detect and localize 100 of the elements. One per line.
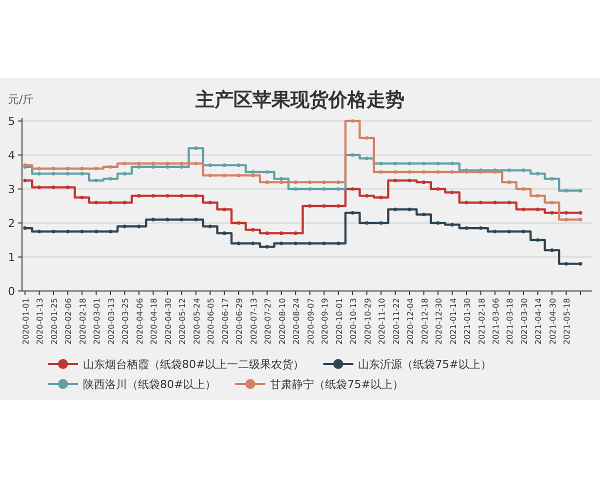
point <box>80 196 84 200</box>
point <box>478 200 483 204</box>
point <box>37 166 42 170</box>
point <box>108 200 112 204</box>
point <box>80 172 84 176</box>
point <box>450 170 454 174</box>
point <box>308 242 312 246</box>
point <box>294 231 298 235</box>
point <box>180 165 184 169</box>
point <box>550 211 554 215</box>
point <box>379 162 383 166</box>
y-tick-label: 4 <box>8 149 15 162</box>
x-tick-label: 2021-03-30 <box>520 298 529 344</box>
point <box>208 163 212 167</box>
legend-label: 山东沂源（纸袋75#以上） <box>358 358 492 371</box>
point <box>536 208 540 212</box>
x-tick-label: 2021-01-14 <box>448 298 458 344</box>
y-tick-label: 5 <box>8 115 15 128</box>
point <box>52 172 56 176</box>
point <box>151 162 155 166</box>
point <box>507 168 512 172</box>
point <box>180 162 184 166</box>
point <box>265 245 269 249</box>
x-tick-label: 2020-12-18 <box>420 298 430 344</box>
x-tick-label: 2020-03-25 <box>121 298 130 344</box>
x-tick-label: 2020-03-01 <box>92 298 102 344</box>
point <box>208 200 212 204</box>
point <box>280 242 284 246</box>
point <box>194 146 198 150</box>
y-tick-label: 1 <box>8 251 15 264</box>
point <box>94 200 98 204</box>
point <box>564 188 568 192</box>
x-tick-label: 2020-01-25 <box>50 298 59 344</box>
x-tick-label: 2020-10-29 <box>363 298 372 344</box>
point <box>322 180 326 184</box>
point <box>166 165 170 169</box>
legend-label: 甘肃静宁（纸袋75#以上） <box>270 378 404 391</box>
x-tick-label: 2020-08-24 <box>292 298 302 344</box>
x-tick-label: 2021-02-18 <box>477 298 486 344</box>
x-tick-label: 2021-04-14 <box>534 298 544 344</box>
point <box>37 186 42 190</box>
legend-label: 陕西洛川（纸袋80#以上） <box>83 378 216 391</box>
point <box>222 208 226 212</box>
point <box>308 204 312 208</box>
point <box>578 188 582 192</box>
point <box>422 162 426 166</box>
point <box>151 218 155 222</box>
point <box>578 218 582 222</box>
point <box>422 170 426 174</box>
point <box>394 178 398 182</box>
x-tick-label: 2020-06-29 <box>235 298 244 344</box>
point <box>108 165 112 169</box>
point <box>265 231 269 235</box>
point <box>66 230 70 234</box>
x-tick-label: 2020-10-13 <box>349 298 358 344</box>
point <box>236 221 240 225</box>
point <box>564 262 568 266</box>
point <box>208 174 212 178</box>
y-tick-label: 3 <box>8 183 15 196</box>
point <box>464 226 468 230</box>
point <box>408 208 412 212</box>
point <box>436 221 440 225</box>
point <box>151 165 155 169</box>
point <box>194 218 198 222</box>
point <box>564 218 568 222</box>
point <box>493 230 497 234</box>
x-tick-label: 2020-04-30 <box>164 298 173 344</box>
point <box>379 196 383 200</box>
x-tick-label: 2020-04-18 <box>150 298 159 344</box>
x-tick-label: 2021-03-18 <box>506 298 515 344</box>
point <box>522 208 526 212</box>
point <box>222 163 226 167</box>
point <box>122 162 126 166</box>
point <box>23 226 27 230</box>
point <box>493 200 497 204</box>
point <box>66 186 70 190</box>
point <box>294 242 298 246</box>
x-tick-label: 2020-04-06 <box>135 298 144 344</box>
point <box>108 230 112 234</box>
point <box>294 187 298 191</box>
point <box>550 177 554 181</box>
x-tick-label: 2020-07-27 <box>264 298 273 344</box>
point <box>80 166 84 170</box>
point <box>564 211 568 215</box>
point <box>350 211 354 215</box>
point <box>294 180 298 184</box>
point <box>322 242 326 246</box>
point <box>336 242 340 246</box>
x-tick-label: 2020-03-13 <box>106 298 116 344</box>
point <box>166 194 170 198</box>
point <box>137 162 141 166</box>
y-tick-label: 0 <box>8 285 15 298</box>
point <box>166 162 170 166</box>
x-tick-label: 2020-10-01 <box>334 298 344 344</box>
point <box>365 221 369 225</box>
point <box>478 226 483 230</box>
x-tick-label: 2021-05-18 <box>562 298 572 344</box>
point <box>180 218 184 222</box>
point <box>280 180 284 184</box>
point <box>265 170 269 174</box>
